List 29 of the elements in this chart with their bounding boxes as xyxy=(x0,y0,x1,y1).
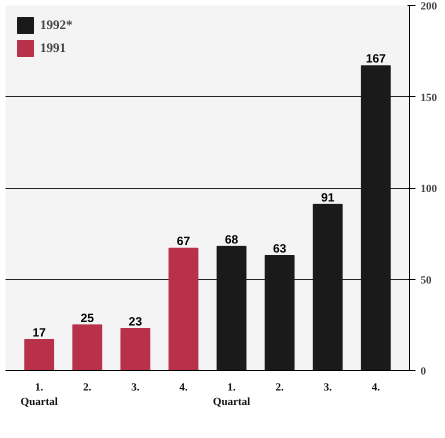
text: Quartal xyxy=(212,396,250,408)
y-tick-label: 50 xyxy=(420,274,432,286)
text: Quartal xyxy=(20,396,58,408)
data-label: 63 xyxy=(272,242,287,256)
y-tick-label: 150 xyxy=(420,92,438,104)
y-tick-label: 0 xyxy=(420,366,426,378)
data-label: 23 xyxy=(128,314,142,329)
bar xyxy=(120,328,150,370)
x-tick-label: 3. xyxy=(131,382,140,394)
data-label: 167 xyxy=(366,52,386,66)
x-tick-label: 2. xyxy=(276,382,284,394)
bar xyxy=(168,248,198,370)
legend-label: 1992* xyxy=(40,17,72,33)
x-tick-label: 4. xyxy=(372,382,380,394)
data-label: 67 xyxy=(176,234,190,248)
legend-label: 1991 xyxy=(40,40,66,56)
x-tick-label: 3. xyxy=(324,382,332,394)
bar xyxy=(72,324,102,370)
y-tick-label: 100 xyxy=(420,183,438,195)
x-tick-label: 4. xyxy=(179,382,188,394)
data-label: 25 xyxy=(80,310,94,325)
data-label: 17 xyxy=(32,325,46,340)
x-tick-label: 2. xyxy=(83,382,92,394)
x-tick-label: 1. xyxy=(227,382,236,394)
data-label: 91 xyxy=(321,190,335,204)
bar xyxy=(24,338,54,370)
x-tick-label: 1. xyxy=(35,382,44,394)
y-tick-label: 200 xyxy=(420,0,438,12)
data-label: 68 xyxy=(224,232,239,246)
